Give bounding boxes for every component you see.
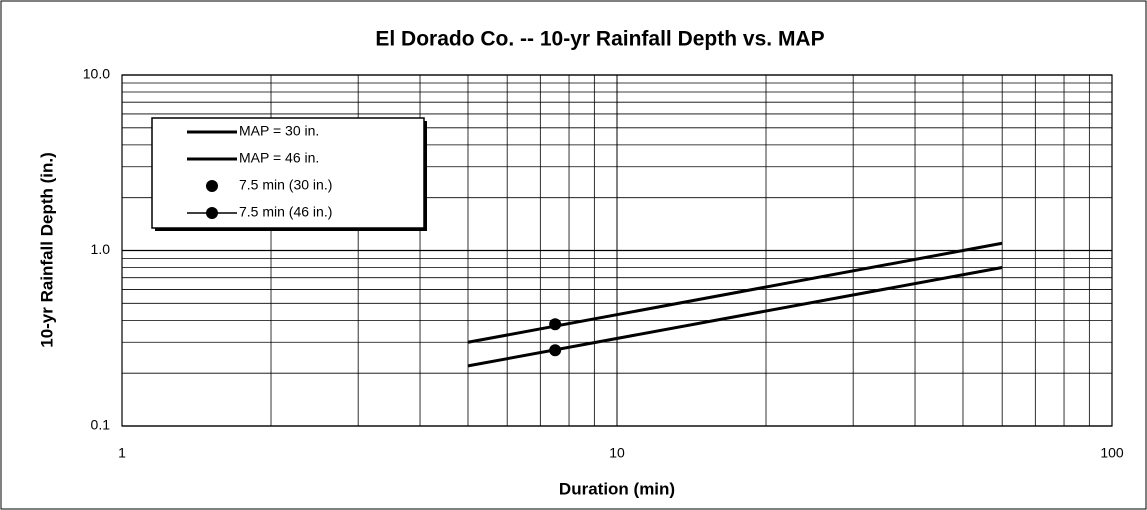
legend-label: MAP = 30 in. xyxy=(239,123,319,139)
data-point xyxy=(549,318,562,331)
legend-marker xyxy=(206,207,218,219)
legend-label: 7.5 min (46 in.) xyxy=(239,204,332,220)
legend: MAP = 30 in. MAP = 46 in. 7.5 min (30 in.)… xyxy=(151,117,427,231)
legend-box xyxy=(151,117,425,229)
x-tick-label: 100 xyxy=(1100,445,1124,461)
y-tick-label: 10.0 xyxy=(83,66,110,82)
data-point xyxy=(549,344,562,357)
x-axis-label: Duration (min) xyxy=(559,479,675,498)
legend-label: 7.5 min (30 in.) xyxy=(239,177,332,193)
y-axis-label: 10-yr Rainfall Depth (in.) xyxy=(37,152,56,348)
y-tick-label: 1.0 xyxy=(91,241,111,257)
x-tick-label: 1 xyxy=(118,445,126,461)
x-tick-label: 10 xyxy=(609,445,625,461)
y-tick-label: 0.1 xyxy=(91,417,111,433)
legend-marker xyxy=(206,180,218,192)
chart-title: El Dorado Co. -- 10-yr Rainfall Depth vs… xyxy=(375,28,824,51)
plot-border xyxy=(121,74,1113,427)
legend-label: MAP = 46 in. xyxy=(239,150,319,166)
